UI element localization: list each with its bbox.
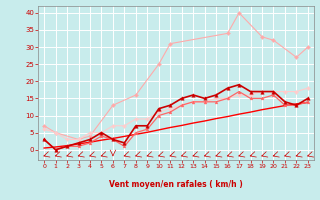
X-axis label: Vent moyen/en rafales ( km/h ): Vent moyen/en rafales ( km/h ) (109, 180, 243, 189)
